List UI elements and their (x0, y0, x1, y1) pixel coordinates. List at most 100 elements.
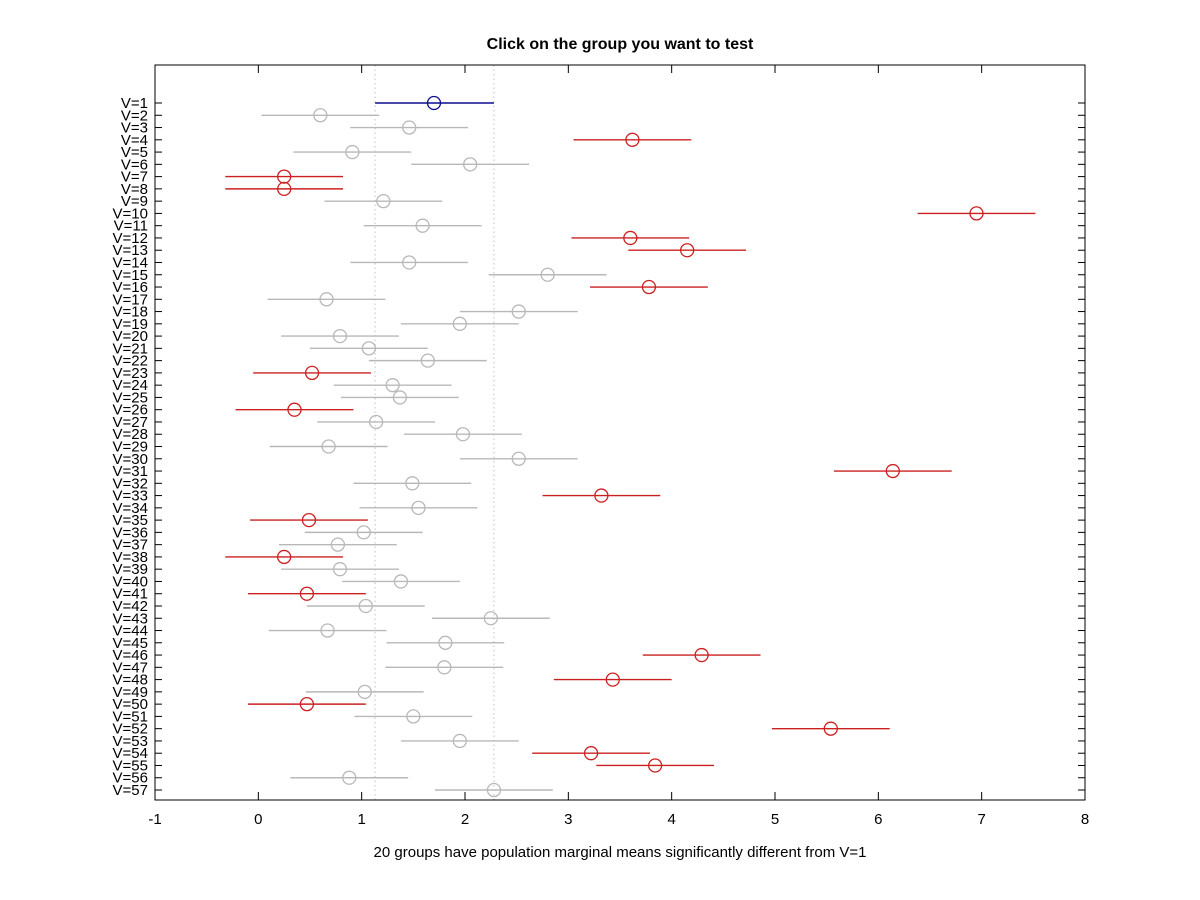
group-row-V=10[interactable] (917, 206, 1036, 221)
group-row-V=11[interactable] (363, 218, 482, 233)
group-row-V=28[interactable] (404, 427, 522, 442)
group-row-V=56[interactable] (290, 770, 409, 785)
y-tick-label: V=48 (113, 672, 148, 689)
y-tick-label: V=14 (113, 254, 148, 271)
y-tick-label: V=6 (121, 156, 148, 173)
group-row-V=9[interactable] (324, 193, 443, 209)
group-row-V=13[interactable] (628, 243, 747, 258)
group-row-V=48[interactable] (553, 672, 672, 687)
group-row-V=54[interactable] (532, 746, 650, 761)
y-tick-label: V=23 (113, 365, 148, 382)
group-mean-marker (647, 758, 663, 773)
x-tick-label: 7 (977, 811, 985, 828)
group-row-V=4[interactable] (573, 132, 692, 147)
y-tick-label: V=40 (113, 573, 148, 590)
group-row-V=39[interactable] (281, 562, 399, 577)
group-mean-marker (304, 365, 320, 381)
y-tick-label: V=18 (113, 304, 148, 321)
group-row-V=41[interactable] (248, 586, 366, 601)
group-row-V=24[interactable] (333, 378, 452, 393)
group-mean-marker (385, 378, 400, 393)
group-row-V=3[interactable] (350, 120, 469, 135)
group-row-V=14[interactable] (350, 255, 469, 270)
y-tick-label: V=39 (113, 561, 148, 578)
y-tick-label: V=15 (113, 267, 148, 284)
group-row-V=12[interactable] (571, 230, 690, 246)
group-row-V=29[interactable] (269, 439, 388, 454)
group-row-V=7[interactable] (225, 169, 344, 184)
group-row-V=33[interactable] (542, 488, 661, 503)
group-row-V=25[interactable] (341, 390, 459, 405)
group-row-V=44[interactable] (268, 623, 387, 638)
group-row-V=51[interactable] (354, 709, 473, 724)
group-row-V=40[interactable] (342, 574, 460, 589)
x-tick-label: 3 (564, 811, 572, 828)
y-tick-label: V=30 (113, 451, 148, 468)
plot-border (154, 64, 1086, 801)
x-tick-label: 1 (357, 811, 365, 828)
group-row-V=35[interactable] (250, 512, 368, 528)
y-tick-label: V=44 (113, 623, 148, 640)
group-row-V=2[interactable] (261, 108, 380, 123)
y-tick-label: V=16 (113, 279, 148, 296)
group-row-V=36[interactable] (304, 525, 423, 540)
y-tick-label: V=31 (113, 463, 148, 480)
group-row-V=19[interactable] (400, 316, 519, 331)
group-row-V=15[interactable] (488, 267, 607, 282)
group-row-V=38[interactable] (225, 549, 344, 565)
group-row-V=22[interactable] (368, 353, 487, 368)
group-mean-marker (392, 390, 408, 405)
group-row-V=23[interactable] (253, 365, 371, 381)
x-tick-label: 4 (667, 811, 675, 828)
chart-title: Click on the group you want to test (486, 36, 754, 53)
group-mean-marker (402, 255, 417, 270)
group-mean-marker (356, 525, 371, 540)
group-row-V=6[interactable] (411, 157, 530, 172)
group-row-V=34[interactable] (359, 500, 478, 515)
group-row-V=45[interactable] (386, 635, 505, 650)
group-mean-marker (415, 218, 430, 233)
y-tick-label: V=25 (113, 389, 148, 406)
group-row-V=26[interactable] (235, 402, 354, 417)
y-tick-label: V=52 (113, 721, 148, 738)
group-mean-marker (483, 611, 498, 626)
group-row-V=50[interactable] (248, 696, 366, 712)
group-row-V=37[interactable] (279, 537, 397, 552)
group-row-V=53[interactable] (400, 733, 519, 749)
y-tick-label: V=5 (121, 144, 148, 161)
group-row-V=20[interactable] (281, 328, 399, 344)
group-row-V=8[interactable] (225, 181, 344, 197)
group-row-V=49[interactable] (305, 684, 424, 700)
group-mean-marker (405, 476, 420, 491)
y-tick-label: V=33 (113, 488, 148, 505)
group-row-V=17[interactable] (267, 292, 386, 307)
group-row-V=46[interactable] (642, 647, 761, 663)
group-row-V=42[interactable] (306, 598, 425, 614)
group-mean-marker (605, 672, 620, 687)
group-row-V=52[interactable] (771, 721, 890, 736)
group-mean-marker (623, 230, 638, 246)
group-row-V=18[interactable] (459, 304, 578, 319)
group-row-V=47[interactable] (385, 660, 504, 675)
group-row-V=43[interactable] (431, 611, 550, 626)
group-row-V=55[interactable] (596, 758, 715, 773)
group-row-V=27[interactable] (317, 414, 436, 430)
group-mean-marker (426, 95, 442, 111)
x-tick-label: 6 (874, 811, 882, 828)
y-tick-label: V=36 (113, 524, 148, 541)
group-mean-marker (299, 696, 315, 712)
group-row-V=5[interactable] (293, 144, 412, 160)
group-row-V=57[interactable] (435, 782, 553, 798)
group-mean-marker (437, 660, 452, 675)
group-row-V=16[interactable] (590, 279, 708, 295)
y-tick-label: V=56 (113, 770, 148, 787)
group-row-V=1[interactable] (375, 95, 494, 111)
x-tick-label: 2 (461, 811, 469, 828)
group-row-V=32[interactable] (353, 476, 472, 491)
group-row-V=30[interactable] (459, 451, 578, 466)
group-mean-marker (332, 328, 348, 344)
group-row-V=31[interactable] (833, 463, 952, 479)
group-row-V=21[interactable] (310, 341, 428, 356)
